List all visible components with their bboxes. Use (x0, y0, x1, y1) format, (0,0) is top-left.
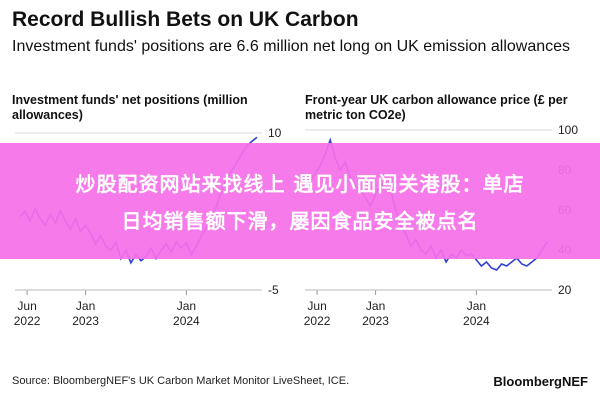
x-tick-label: Jan (467, 299, 486, 313)
x-tick-label: Jan (76, 299, 95, 313)
chart-subtitle: Investment funds' positions are 6.6 mill… (12, 38, 571, 55)
x-tick-label: 2024 (463, 314, 490, 328)
y-tick-label: -5 (268, 283, 279, 297)
x-tick-label: 2023 (72, 314, 99, 328)
x-tick-label: 2022 (304, 314, 331, 328)
x-tick-label: 2022 (14, 314, 41, 328)
brand-logo: BloombergNEF (493, 374, 588, 389)
y-tick-label: 10 (268, 126, 282, 140)
banner-line-1: 炒股配资网站来找线上 遇见小面闯关港股：单店 (75, 172, 525, 196)
banner-line-2: 日均销售额下滑，屡因食品安全被点名 (121, 209, 479, 233)
x-tick-label: Jun (307, 299, 326, 313)
x-tick-label: Jan (177, 299, 196, 313)
x-tick-label: 2024 (173, 314, 200, 328)
x-tick-label: Jun (17, 299, 36, 313)
source-note: Source: BloombergNEF's UK Carbon Market … (12, 375, 350, 387)
y-tick-label: 20 (558, 283, 572, 297)
right-panel-title: Front-year UK carbon allowance price (£ … (305, 93, 568, 122)
y-tick-label: 100 (558, 125, 578, 137)
x-tick-label: Jan (366, 299, 385, 313)
promo-banner (0, 143, 600, 259)
x-tick-label: 2023 (362, 314, 389, 328)
left-panel-title: Investment funds' net positions (million… (12, 93, 248, 122)
chart-title: Record Bullish Bets on UK Carbon (12, 8, 359, 31)
